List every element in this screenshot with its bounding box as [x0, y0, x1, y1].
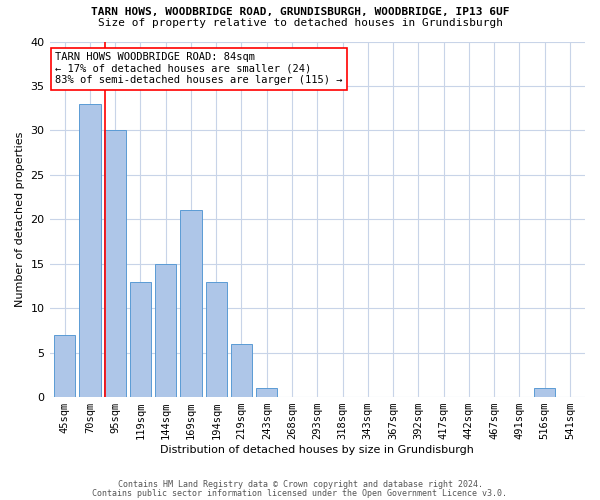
Text: Contains public sector information licensed under the Open Government Licence v3: Contains public sector information licen… — [92, 488, 508, 498]
Y-axis label: Number of detached properties: Number of detached properties — [15, 132, 25, 307]
Text: Size of property relative to detached houses in Grundisburgh: Size of property relative to detached ho… — [97, 18, 503, 28]
Text: Contains HM Land Registry data © Crown copyright and database right 2024.: Contains HM Land Registry data © Crown c… — [118, 480, 482, 489]
Bar — [130, 282, 151, 397]
Bar — [256, 388, 277, 397]
Bar — [231, 344, 252, 397]
Bar — [206, 282, 227, 397]
Bar — [104, 130, 126, 397]
Text: TARN HOWS WOODBRIDGE ROAD: 84sqm
← 17% of detached houses are smaller (24)
83% o: TARN HOWS WOODBRIDGE ROAD: 84sqm ← 17% o… — [55, 52, 343, 86]
Bar — [534, 388, 556, 397]
Bar — [79, 104, 101, 397]
Bar — [180, 210, 202, 397]
Bar — [155, 264, 176, 397]
Text: TARN HOWS, WOODBRIDGE ROAD, GRUNDISBURGH, WOODBRIDGE, IP13 6UF: TARN HOWS, WOODBRIDGE ROAD, GRUNDISBURGH… — [91, 8, 509, 18]
Bar — [54, 335, 76, 397]
X-axis label: Distribution of detached houses by size in Grundisburgh: Distribution of detached houses by size … — [160, 445, 474, 455]
